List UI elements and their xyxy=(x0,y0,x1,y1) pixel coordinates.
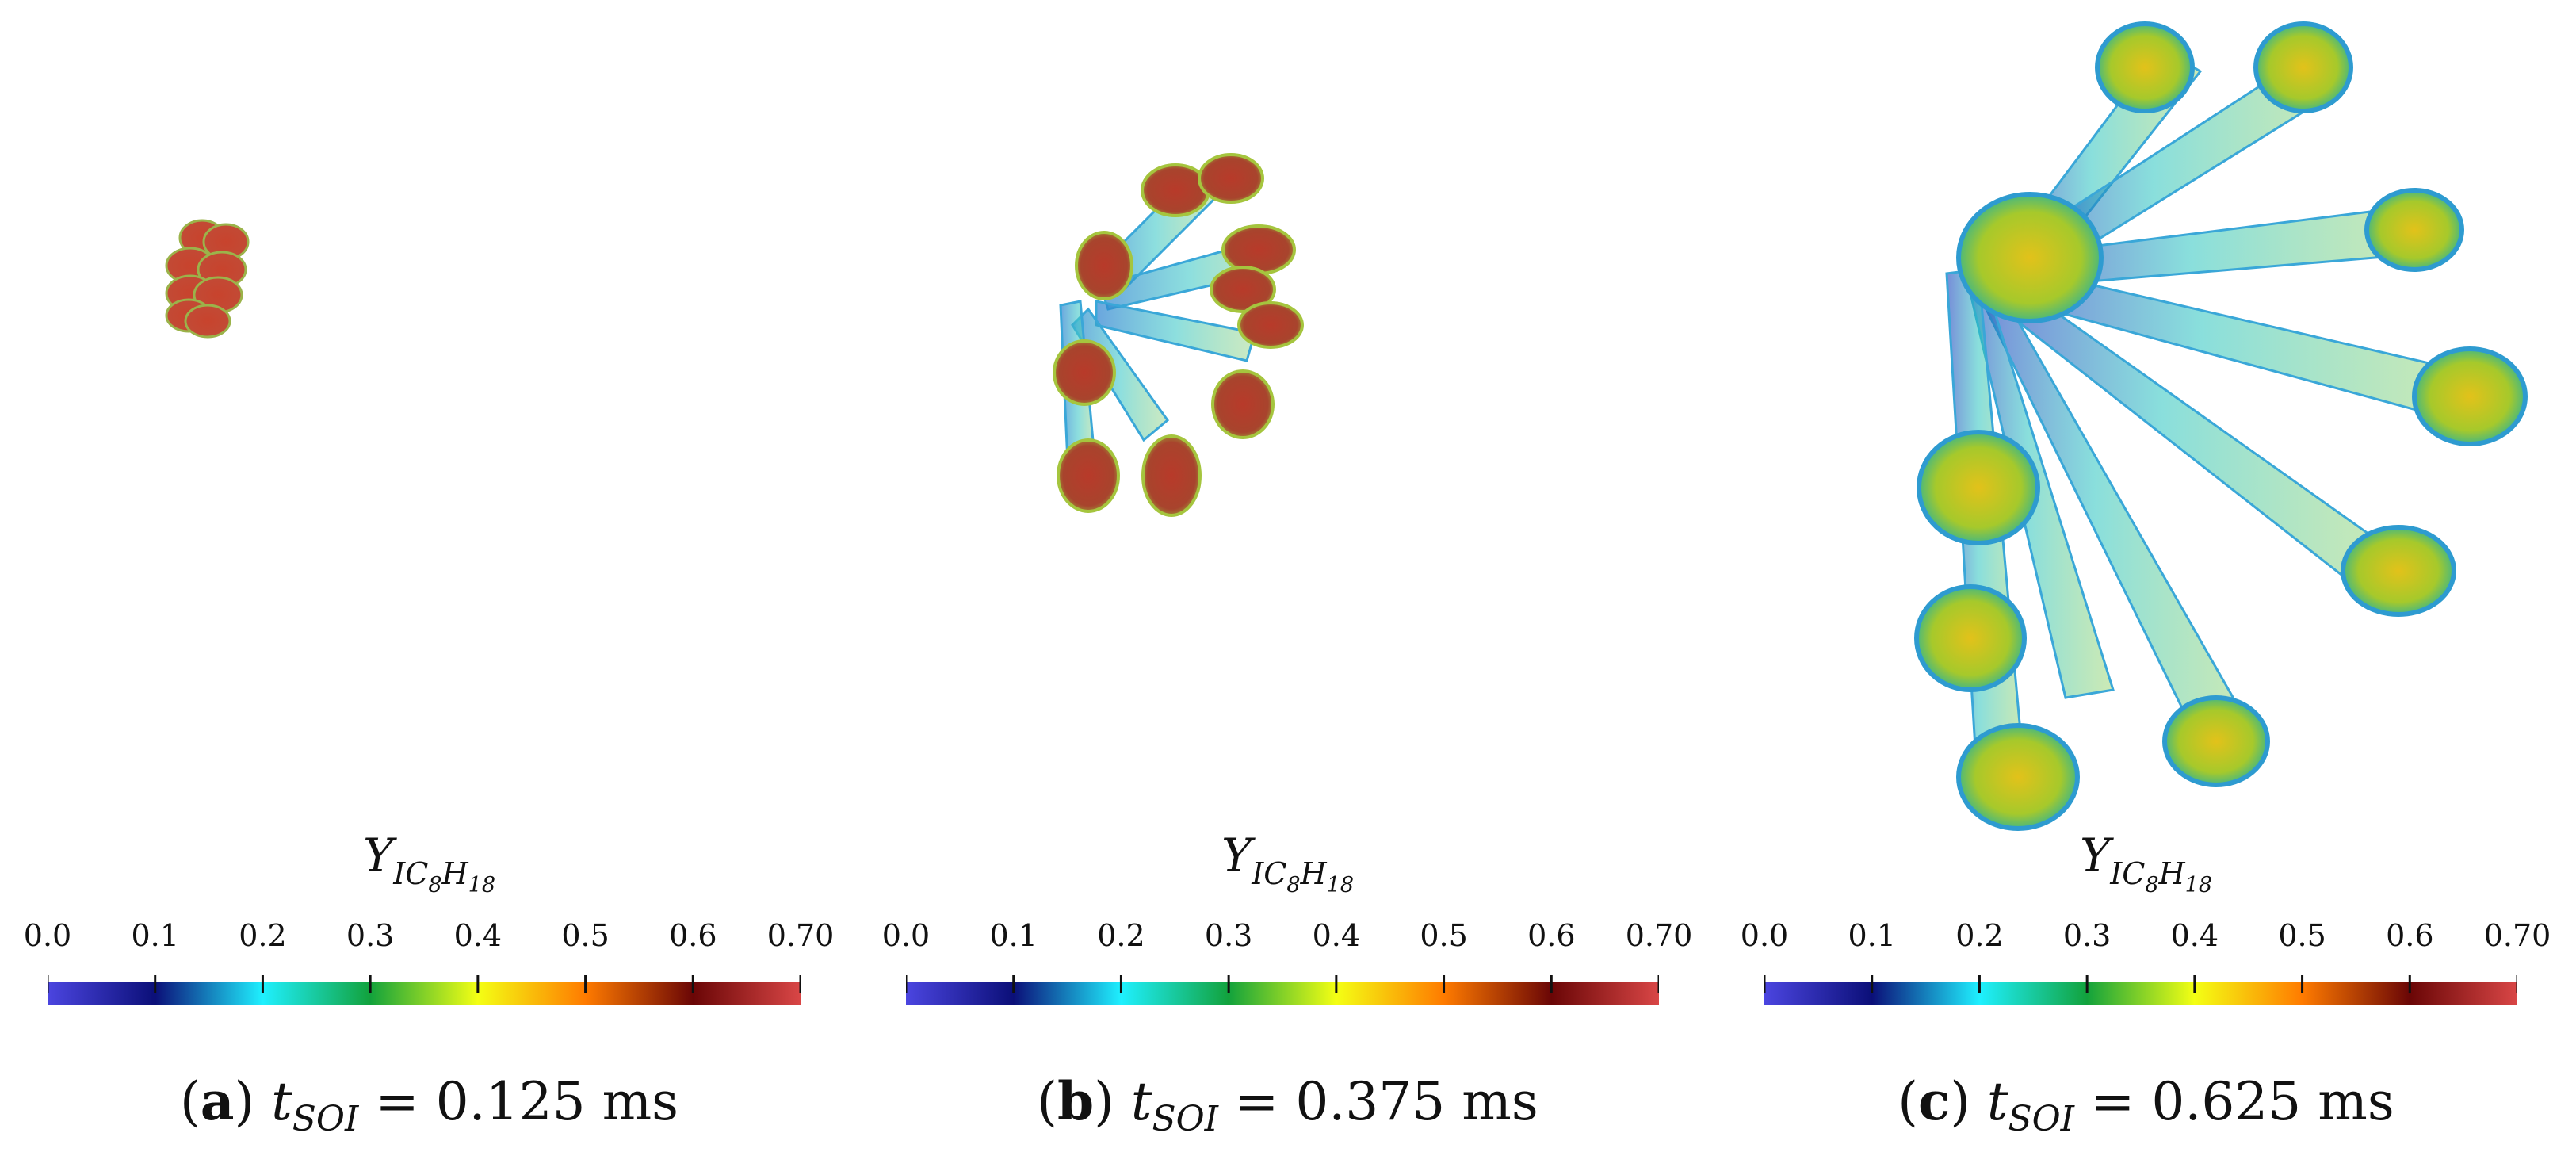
colorbar-ticklabel-c-1: 0.1 xyxy=(1848,918,1896,953)
spray-plume-b xyxy=(1053,153,1304,517)
colorbar-ticklabel-a-5: 0.5 xyxy=(561,918,610,953)
panel-a: YIC8H18 0.0 0.1 0.2 0.3 0.4 0.5 0.6 0.70 (a) tS… xyxy=(0,0,858,1152)
colorbar-ticklabel-c-2: 0.2 xyxy=(1955,918,2004,953)
colorbar-gradient-c xyxy=(1764,982,2517,1005)
colorbar-ticklabel-b-5: 0.5 xyxy=(1420,918,1468,953)
colorbar-ticklabel-b-2: 0.2 xyxy=(1097,918,1145,953)
colorbar-ticklabel-a-6: 0.6 xyxy=(669,918,717,953)
colorbar-ticklabel-c-3: 0.3 xyxy=(2062,918,2112,953)
panel-b: YIC8H18 0.0 0.1 0.2 0.3 0.4 0.5 0.6 0.70 (b) tS… xyxy=(858,0,1717,1152)
colorbar-ticklabel-b-6: 0.6 xyxy=(1527,918,1576,953)
colorbar-ticklabel-c-4: 0.4 xyxy=(2170,918,2219,953)
colorbar-ticklabel-b-3: 0.3 xyxy=(1204,918,1253,953)
caption-a: (a) tSOI = 0.125 ms xyxy=(179,1070,679,1139)
colorbar-ticklabel-c-0: 0.0 xyxy=(1740,918,1789,953)
colorbar-c xyxy=(1764,975,2517,1005)
colorbar-ticklabel-b-1: 0.1 xyxy=(989,918,1038,953)
colorbar-ticklabel-c-7: 0.70 xyxy=(2483,918,2551,953)
colorbar-ticklabel-c-6: 0.6 xyxy=(2386,918,2434,953)
colorbar-title-c: YIC8H18 xyxy=(2079,829,2213,897)
colorbar-a xyxy=(48,975,801,1005)
colorbar-b xyxy=(906,975,1659,1005)
colorbar-ticklabel-c-5: 0.5 xyxy=(2278,918,2326,953)
colorbar-ticklabel-a-7: 0.70 xyxy=(766,918,835,953)
caption-b: (b) tSOI = 0.375 ms xyxy=(1037,1070,1538,1139)
spray-plume-a xyxy=(165,219,250,339)
caption-c: (c) tSOI = 0.625 ms xyxy=(1898,1070,2394,1139)
panel-c: YIC8H18 0.0 0.1 0.2 0.3 0.4 0.5 0.6 0.70 (c) tS… xyxy=(1717,0,2575,1152)
colorbar-ticklabel-b-4: 0.4 xyxy=(1312,918,1361,953)
colorbar-ticklabel-a-4: 0.4 xyxy=(453,918,503,953)
colorbar-gradient-a xyxy=(48,982,801,1005)
colorbar-ticklabel-b-7: 0.70 xyxy=(1625,918,1693,953)
colorbar-ticklabel-a-2: 0.2 xyxy=(239,918,287,953)
colorbar-ticklabel-a-0: 0.0 xyxy=(23,918,72,953)
colorbar-ticklabel-a-3: 0.3 xyxy=(346,918,395,953)
spray-plume-c xyxy=(1914,21,2528,831)
colorbar-ticklabel-a-1: 0.1 xyxy=(131,918,179,953)
colorbar-ticklabel-b-0: 0.0 xyxy=(881,918,931,953)
colorbar-title-b: YIC8H18 xyxy=(1221,829,1355,897)
colorbar-title-a: YIC8H18 xyxy=(362,829,496,897)
colorbar-gradient-b xyxy=(906,982,1659,1005)
